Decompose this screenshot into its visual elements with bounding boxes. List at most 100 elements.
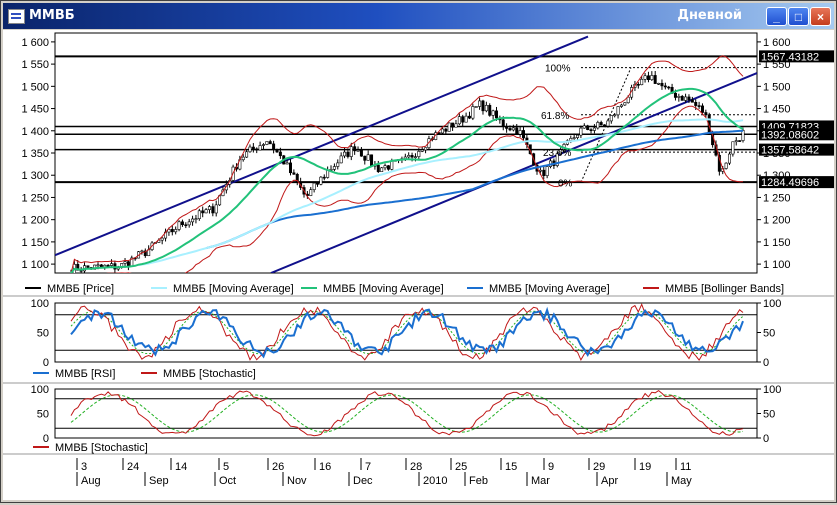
moving-average-mid	[138, 118, 744, 267]
month-label: Oct	[219, 475, 236, 487]
candle	[555, 153, 559, 166]
candle	[731, 141, 735, 155]
osc-tick-left: 0	[43, 433, 49, 445]
candle	[86, 265, 90, 268]
y-tick-label-left: 1 500	[21, 81, 49, 93]
candle	[194, 218, 198, 220]
candle	[261, 144, 265, 146]
y-tick-label-right: 1 150	[763, 237, 791, 249]
candle	[704, 112, 708, 116]
osc-tick-right: 100	[763, 384, 781, 396]
candle	[332, 166, 336, 170]
chart-area[interactable]: 1 600 1 600 1 550 1 550 1 500 1 500 1 450 1 450…	[3, 30, 835, 500]
price-panel-frame	[54, 32, 758, 274]
osc-tick-right: 100	[763, 298, 781, 310]
month-label: Nov	[287, 475, 307, 487]
candle	[366, 154, 370, 161]
moving-average-slow	[205, 129, 744, 250]
candle	[484, 105, 488, 112]
candle	[265, 141, 269, 145]
date-label: 26	[272, 461, 284, 473]
y-tick-label-left: 1 450	[21, 104, 49, 116]
candle	[559, 149, 563, 154]
candle	[174, 229, 178, 233]
candle	[316, 182, 320, 185]
candle	[312, 182, 316, 191]
close-button[interactable]: ×	[810, 7, 831, 26]
price-label: 1409.71823	[761, 121, 819, 133]
y-tick-label-left: 1 600	[21, 37, 49, 49]
candle	[660, 82, 664, 87]
price-label: 1284.49696	[761, 177, 819, 189]
candle	[447, 122, 451, 132]
candle	[623, 102, 627, 106]
date-label: 16	[319, 461, 331, 473]
candle	[582, 125, 586, 129]
candle	[126, 261, 130, 267]
candle	[646, 75, 650, 80]
candle	[684, 96, 688, 101]
candle	[407, 155, 411, 158]
candle	[359, 149, 363, 157]
legend-label: ММВБ [Stochastic]	[163, 368, 256, 380]
month-label: May	[671, 475, 692, 487]
candle	[319, 176, 323, 185]
candle	[592, 127, 596, 131]
candle	[103, 264, 107, 268]
candle	[613, 114, 617, 117]
price-label: 1567.43182	[761, 51, 819, 63]
price-label-box	[759, 143, 835, 156]
candle	[586, 125, 590, 130]
candle	[609, 115, 613, 122]
candle	[343, 151, 347, 157]
date-label: 19	[639, 461, 651, 473]
candle	[667, 86, 671, 89]
candle	[501, 119, 505, 127]
price-label-box	[759, 120, 835, 133]
date-label: 14	[175, 461, 187, 473]
osc-tick-left: 50	[37, 328, 49, 340]
candle	[383, 165, 387, 169]
candle	[191, 218, 195, 223]
candle	[413, 156, 417, 158]
fibonacci-label: 0%	[558, 178, 573, 189]
candle	[511, 127, 515, 131]
candle	[599, 122, 603, 126]
candle	[508, 128, 512, 131]
candle	[741, 130, 745, 141]
osc-tick-left: 0	[43, 357, 49, 369]
candle	[211, 206, 215, 214]
y-tick-label-right: 1 100	[763, 259, 791, 271]
candle	[275, 149, 279, 153]
date-label: 28	[410, 461, 422, 473]
rsi-panel-frame	[54, 302, 758, 363]
candle	[538, 169, 542, 172]
price-label-box	[759, 128, 835, 141]
title-bar[interactable]: ММВБ Дневной _ □ ×	[3, 3, 834, 29]
chart-app-icon	[8, 9, 25, 24]
maximize-button[interactable]: □	[788, 7, 809, 26]
price-label: 1392.08602	[761, 129, 819, 141]
candle	[461, 116, 465, 123]
legend-label: ММВБ [Moving Average]	[323, 283, 444, 295]
candle	[542, 169, 546, 176]
candle	[505, 126, 509, 129]
candle	[572, 137, 576, 139]
y-tick-label-right: 1 250	[763, 192, 791, 204]
y-tick-label-left: 1 400	[21, 126, 49, 138]
candle	[424, 147, 428, 151]
candle	[70, 273, 72, 274]
candle	[160, 237, 164, 241]
candle	[295, 173, 299, 183]
stochastic-line-2	[70, 389, 744, 437]
osc-tick-left: 50	[37, 409, 49, 421]
bollinger-lower	[105, 105, 744, 273]
minimize-button[interactable]: _	[766, 7, 787, 26]
candle	[673, 92, 677, 98]
candle	[417, 151, 421, 157]
candle	[339, 155, 343, 164]
candle	[285, 162, 289, 165]
candle	[420, 149, 424, 152]
candle	[440, 128, 444, 134]
